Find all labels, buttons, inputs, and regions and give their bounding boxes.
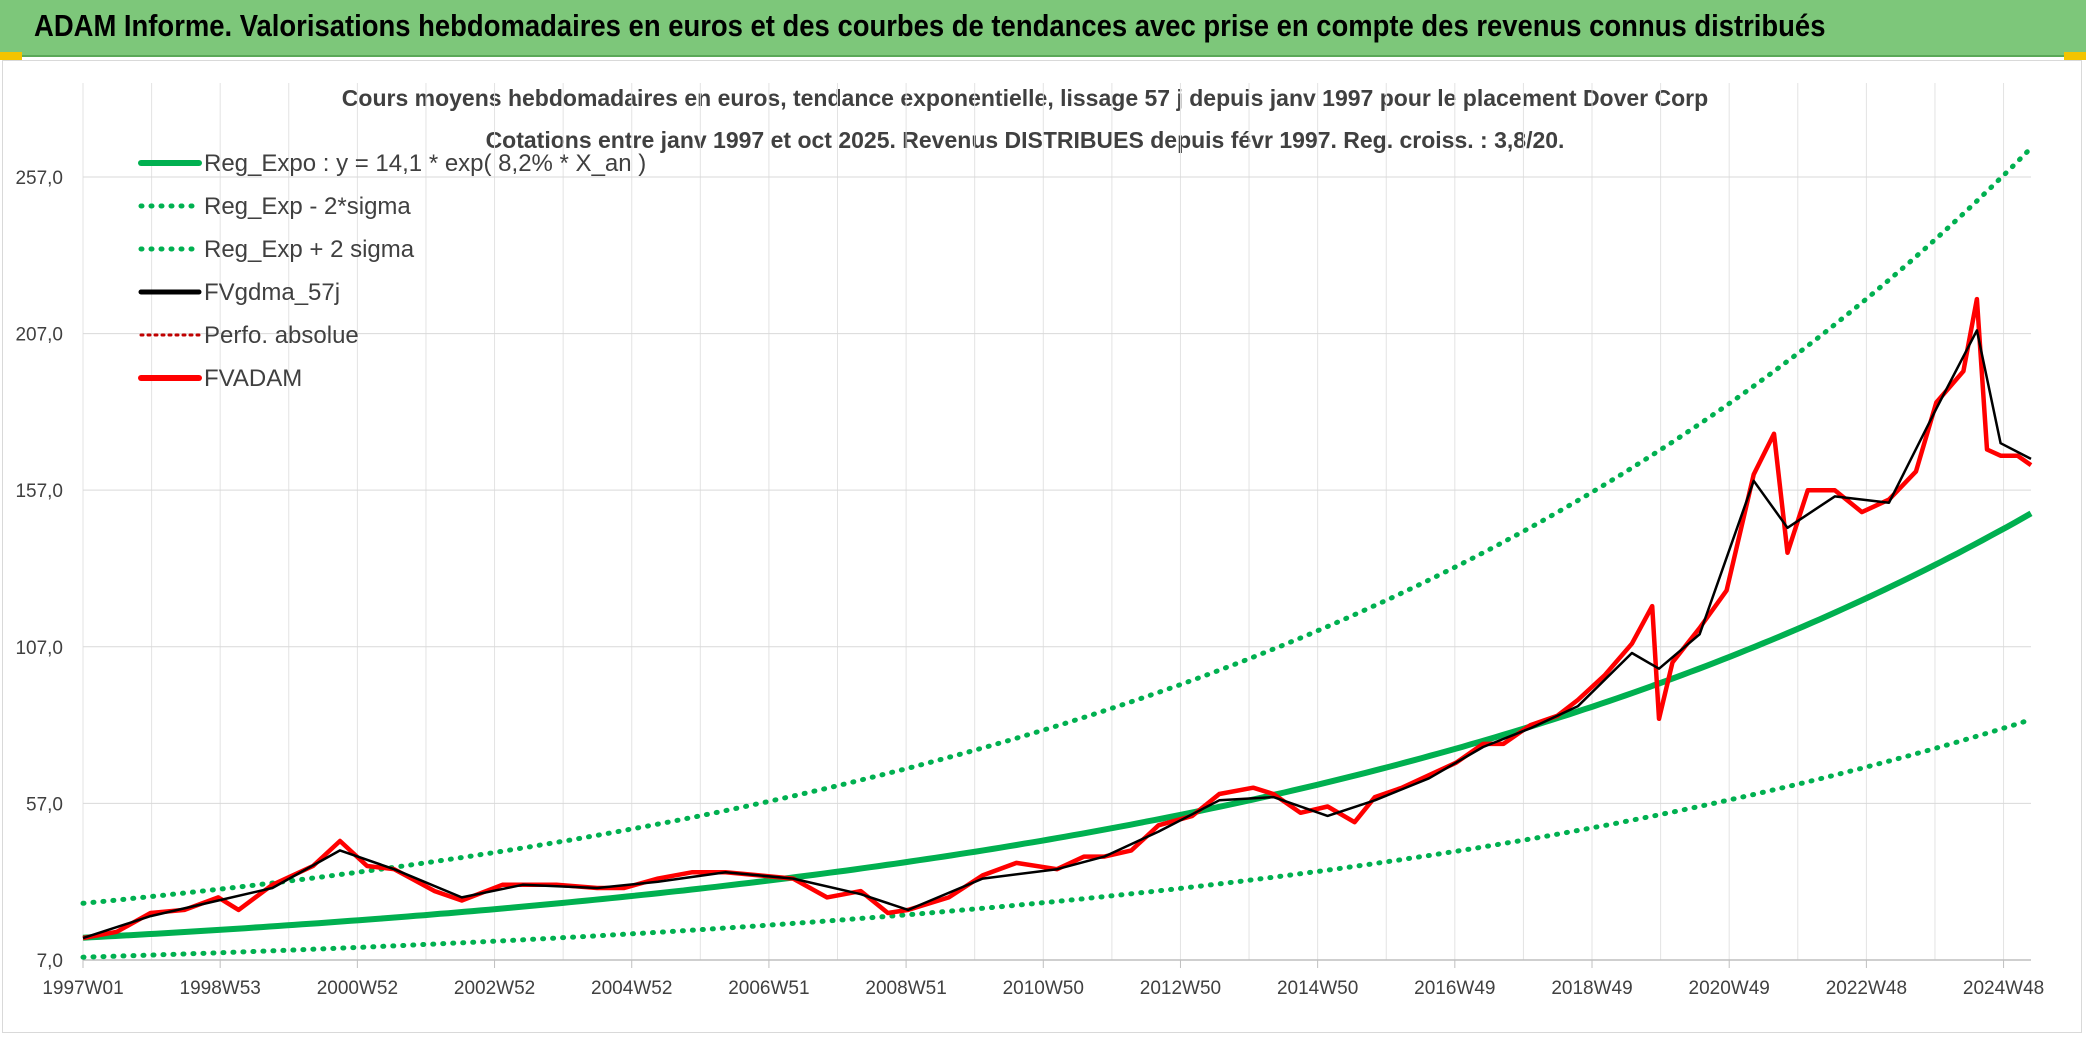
x-tick-label: 2004W52 [591,978,672,999]
legend-label: FVADAM [204,365,302,392]
y-tick-label: 157,0 [15,481,63,502]
x-tick-label: 2022W48 [1826,978,1907,999]
series-line-reg-exp-minus-2-sigma [80,717,2034,960]
series-line-reg-exp-plus-2-sigma [80,145,2034,906]
x-tick-label: 1998W53 [180,978,261,999]
chart-frame: Cours moyens hebdomadaires en euros, ten… [2,60,2082,1033]
x-tick-label: 2010W50 [1003,978,1084,999]
corner-marker-left [0,52,22,60]
x-tick-label: 1997W01 [42,978,123,999]
y-tick-label: 107,0 [15,638,63,659]
x-tick-label: 2018W49 [1551,978,1632,999]
y-tick-label: 7,0 [37,951,63,972]
page-title: ADAM Informe. Valorisations hebdomadaire… [34,8,1826,43]
series-line-fvadam [82,296,2033,941]
legend-label: Reg_Exp - 2*sigma [204,193,411,220]
x-tick-label: 2014W50 [1277,978,1358,999]
chart-title: Cours moyens hebdomadaires en euros, ten… [342,85,1708,111]
x-tick-label: 2008W51 [865,978,946,999]
x-tick-label: 2016W49 [1414,978,1495,999]
legend: Reg_Expo : y = 14,1 * exp( 8,2% * X_an )… [138,150,646,392]
y-tick-label: 57,0 [26,794,63,815]
gridlines [82,83,2031,961]
y-axis: 7,0 57,0 107,0 157,0 207,0 257,0 [15,168,63,972]
series-line-fvgdma-57j [82,329,2032,940]
x-tick-label: 2000W52 [317,978,398,999]
chart: Cours moyens hebdomadaires en euros, ten… [15,83,2044,999]
series-line-reg-expo [82,510,2033,941]
y-tick-label: 257,0 [15,168,63,189]
x-axis: 1997W01 1998W53 2000W52 2002W52 2004W52 2006W… [42,959,2044,999]
y-tick-label: 207,0 [15,325,63,346]
header-banner: ADAM Informe. Valorisations hebdomadaire… [0,0,2086,57]
legend-label: Reg_Expo : y = 14,1 * exp( 8,2% * X_an ) [204,150,646,177]
x-tick-label: 2002W52 [454,978,535,999]
x-tick-label: 2012W50 [1140,978,1221,999]
legend-label: FVgdma_57j [204,279,340,306]
legend-label: Perfo. absolue [204,322,359,349]
plot-area [80,145,2034,960]
legend-label: Reg_Exp + 2 sigma [204,236,415,263]
x-tick-label: 2006W51 [728,978,809,999]
chart-subtitle: Cotations entre janv 1997 et oct 2025. R… [486,127,1565,153]
x-tick-label: 2020W49 [1689,978,1770,999]
x-tick-label: 2024W48 [1963,978,2044,999]
corner-marker-right [2064,52,2086,60]
